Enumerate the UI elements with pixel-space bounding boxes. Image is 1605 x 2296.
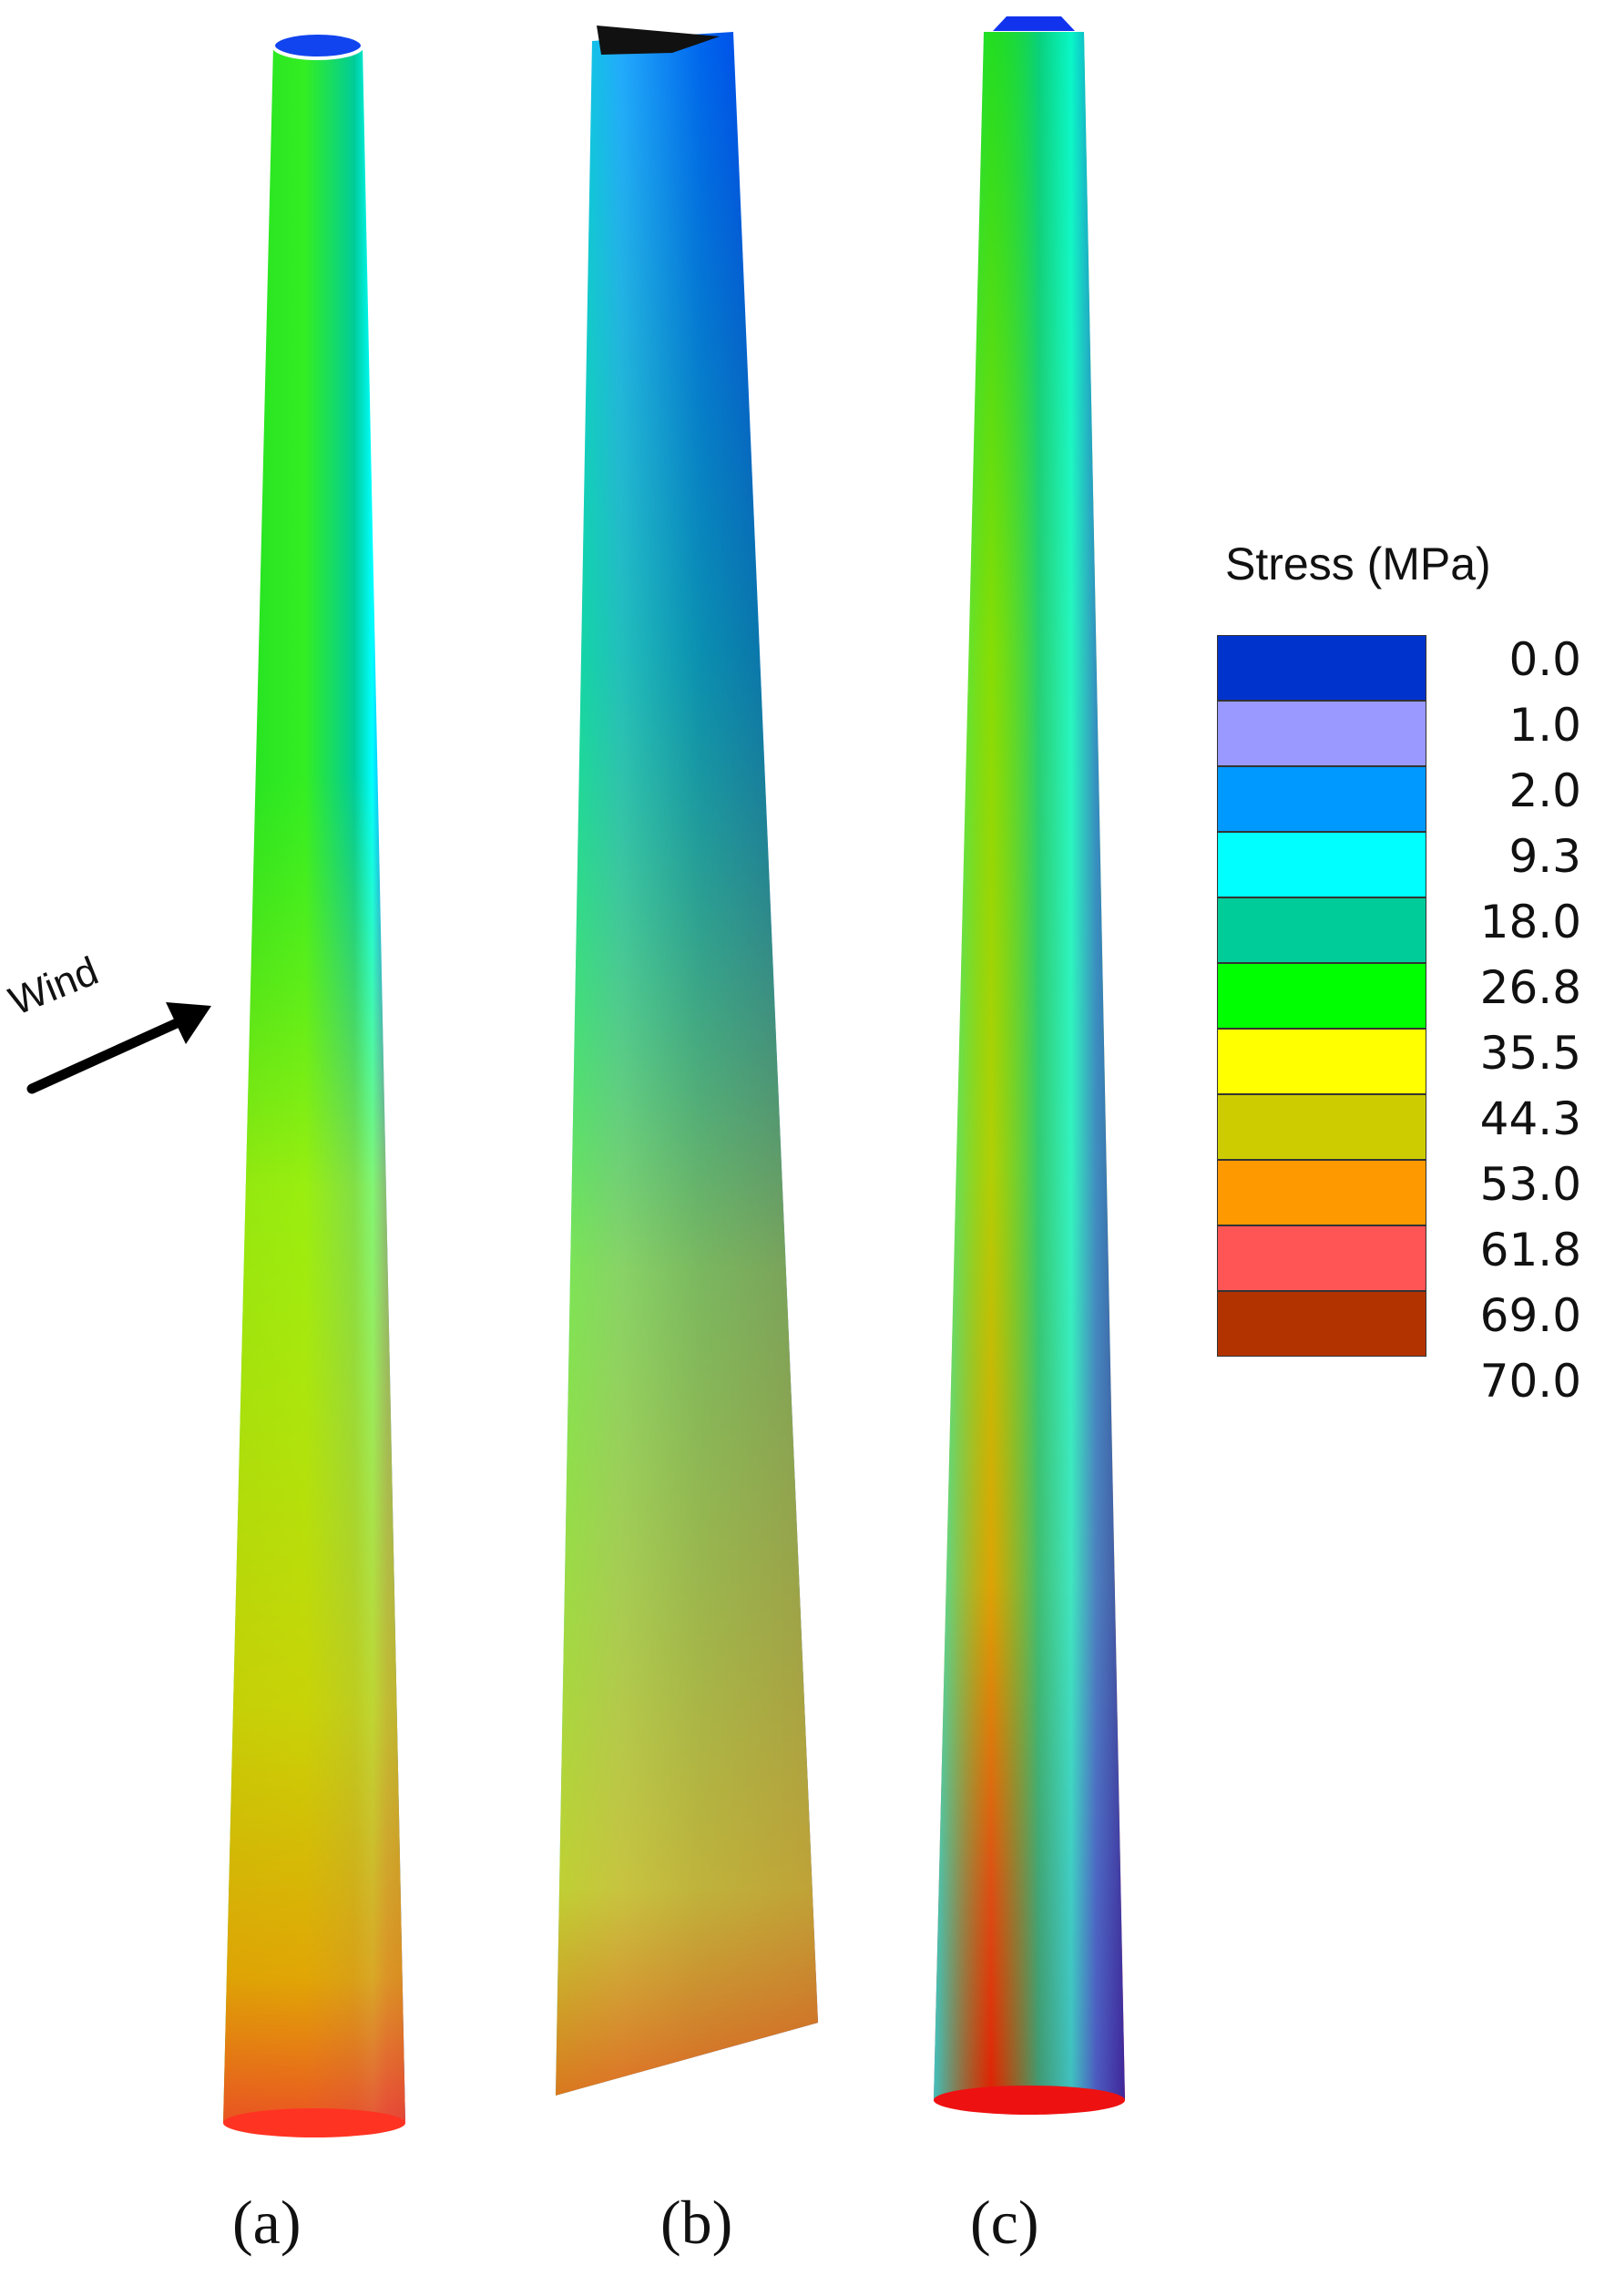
- wind-arrow: [26, 1002, 211, 1094]
- legend-swatch: [1217, 766, 1426, 832]
- tower-a-base: [223, 2108, 405, 2137]
- legend-swatch: [1217, 1160, 1426, 1225]
- panel-label-c: (c): [970, 2188, 1039, 2257]
- legend-title: Stress (MPa): [1225, 538, 1491, 589]
- tower-b-stress-overlay: [556, 32, 818, 2096]
- tower-b-top-edge: [597, 26, 720, 55]
- legend-tick-label: 1.0: [1508, 699, 1581, 752]
- legend-swatch: [1217, 1094, 1426, 1160]
- tower-a-top-cap: [271, 31, 364, 60]
- legend-swatch: [1217, 897, 1426, 963]
- tower-a-stress-overlay: [223, 46, 405, 2123]
- legend-tick-label: 61.8: [1479, 1224, 1581, 1276]
- legend-swatch: [1217, 635, 1426, 701]
- legend-tick-label: 69.0: [1479, 1289, 1581, 1342]
- legend-swatch: [1217, 1291, 1426, 1357]
- wind-arrow-head: [166, 1002, 211, 1044]
- tower-c: [934, 16, 1125, 2115]
- tower-b: [556, 26, 818, 2096]
- tower-c-base: [934, 2086, 1125, 2115]
- legend-tick-label: 44.3: [1479, 1092, 1581, 1145]
- legend-tick-label: 9.3: [1508, 830, 1581, 883]
- legend-tick-label: 2.0: [1508, 764, 1581, 817]
- legend-tick-label: 18.0: [1479, 896, 1581, 948]
- legend-tick-label: 53.0: [1479, 1158, 1581, 1211]
- legend-tick-label: 26.8: [1479, 961, 1581, 1014]
- tower-c-side-faces: [934, 32, 1125, 2100]
- legend-swatch: [1217, 1029, 1426, 1094]
- legend-swatch: [1217, 701, 1426, 766]
- legend-tick-label: 70.0: [1479, 1355, 1581, 1408]
- panel-label-b: (b): [660, 2188, 733, 2257]
- tower-c-top-cap: [993, 16, 1075, 31]
- wind-arrow-shaft: [26, 1013, 192, 1094]
- legend-swatch: [1217, 832, 1426, 897]
- tower-a: [223, 31, 405, 2137]
- panel-label-a: (a): [232, 2188, 302, 2257]
- legend-swatch: [1217, 963, 1426, 1029]
- legend-tick-label: 0.0: [1508, 633, 1581, 686]
- legend-swatch: [1217, 1225, 1426, 1291]
- legend-tick-label: 35.5: [1479, 1027, 1581, 1080]
